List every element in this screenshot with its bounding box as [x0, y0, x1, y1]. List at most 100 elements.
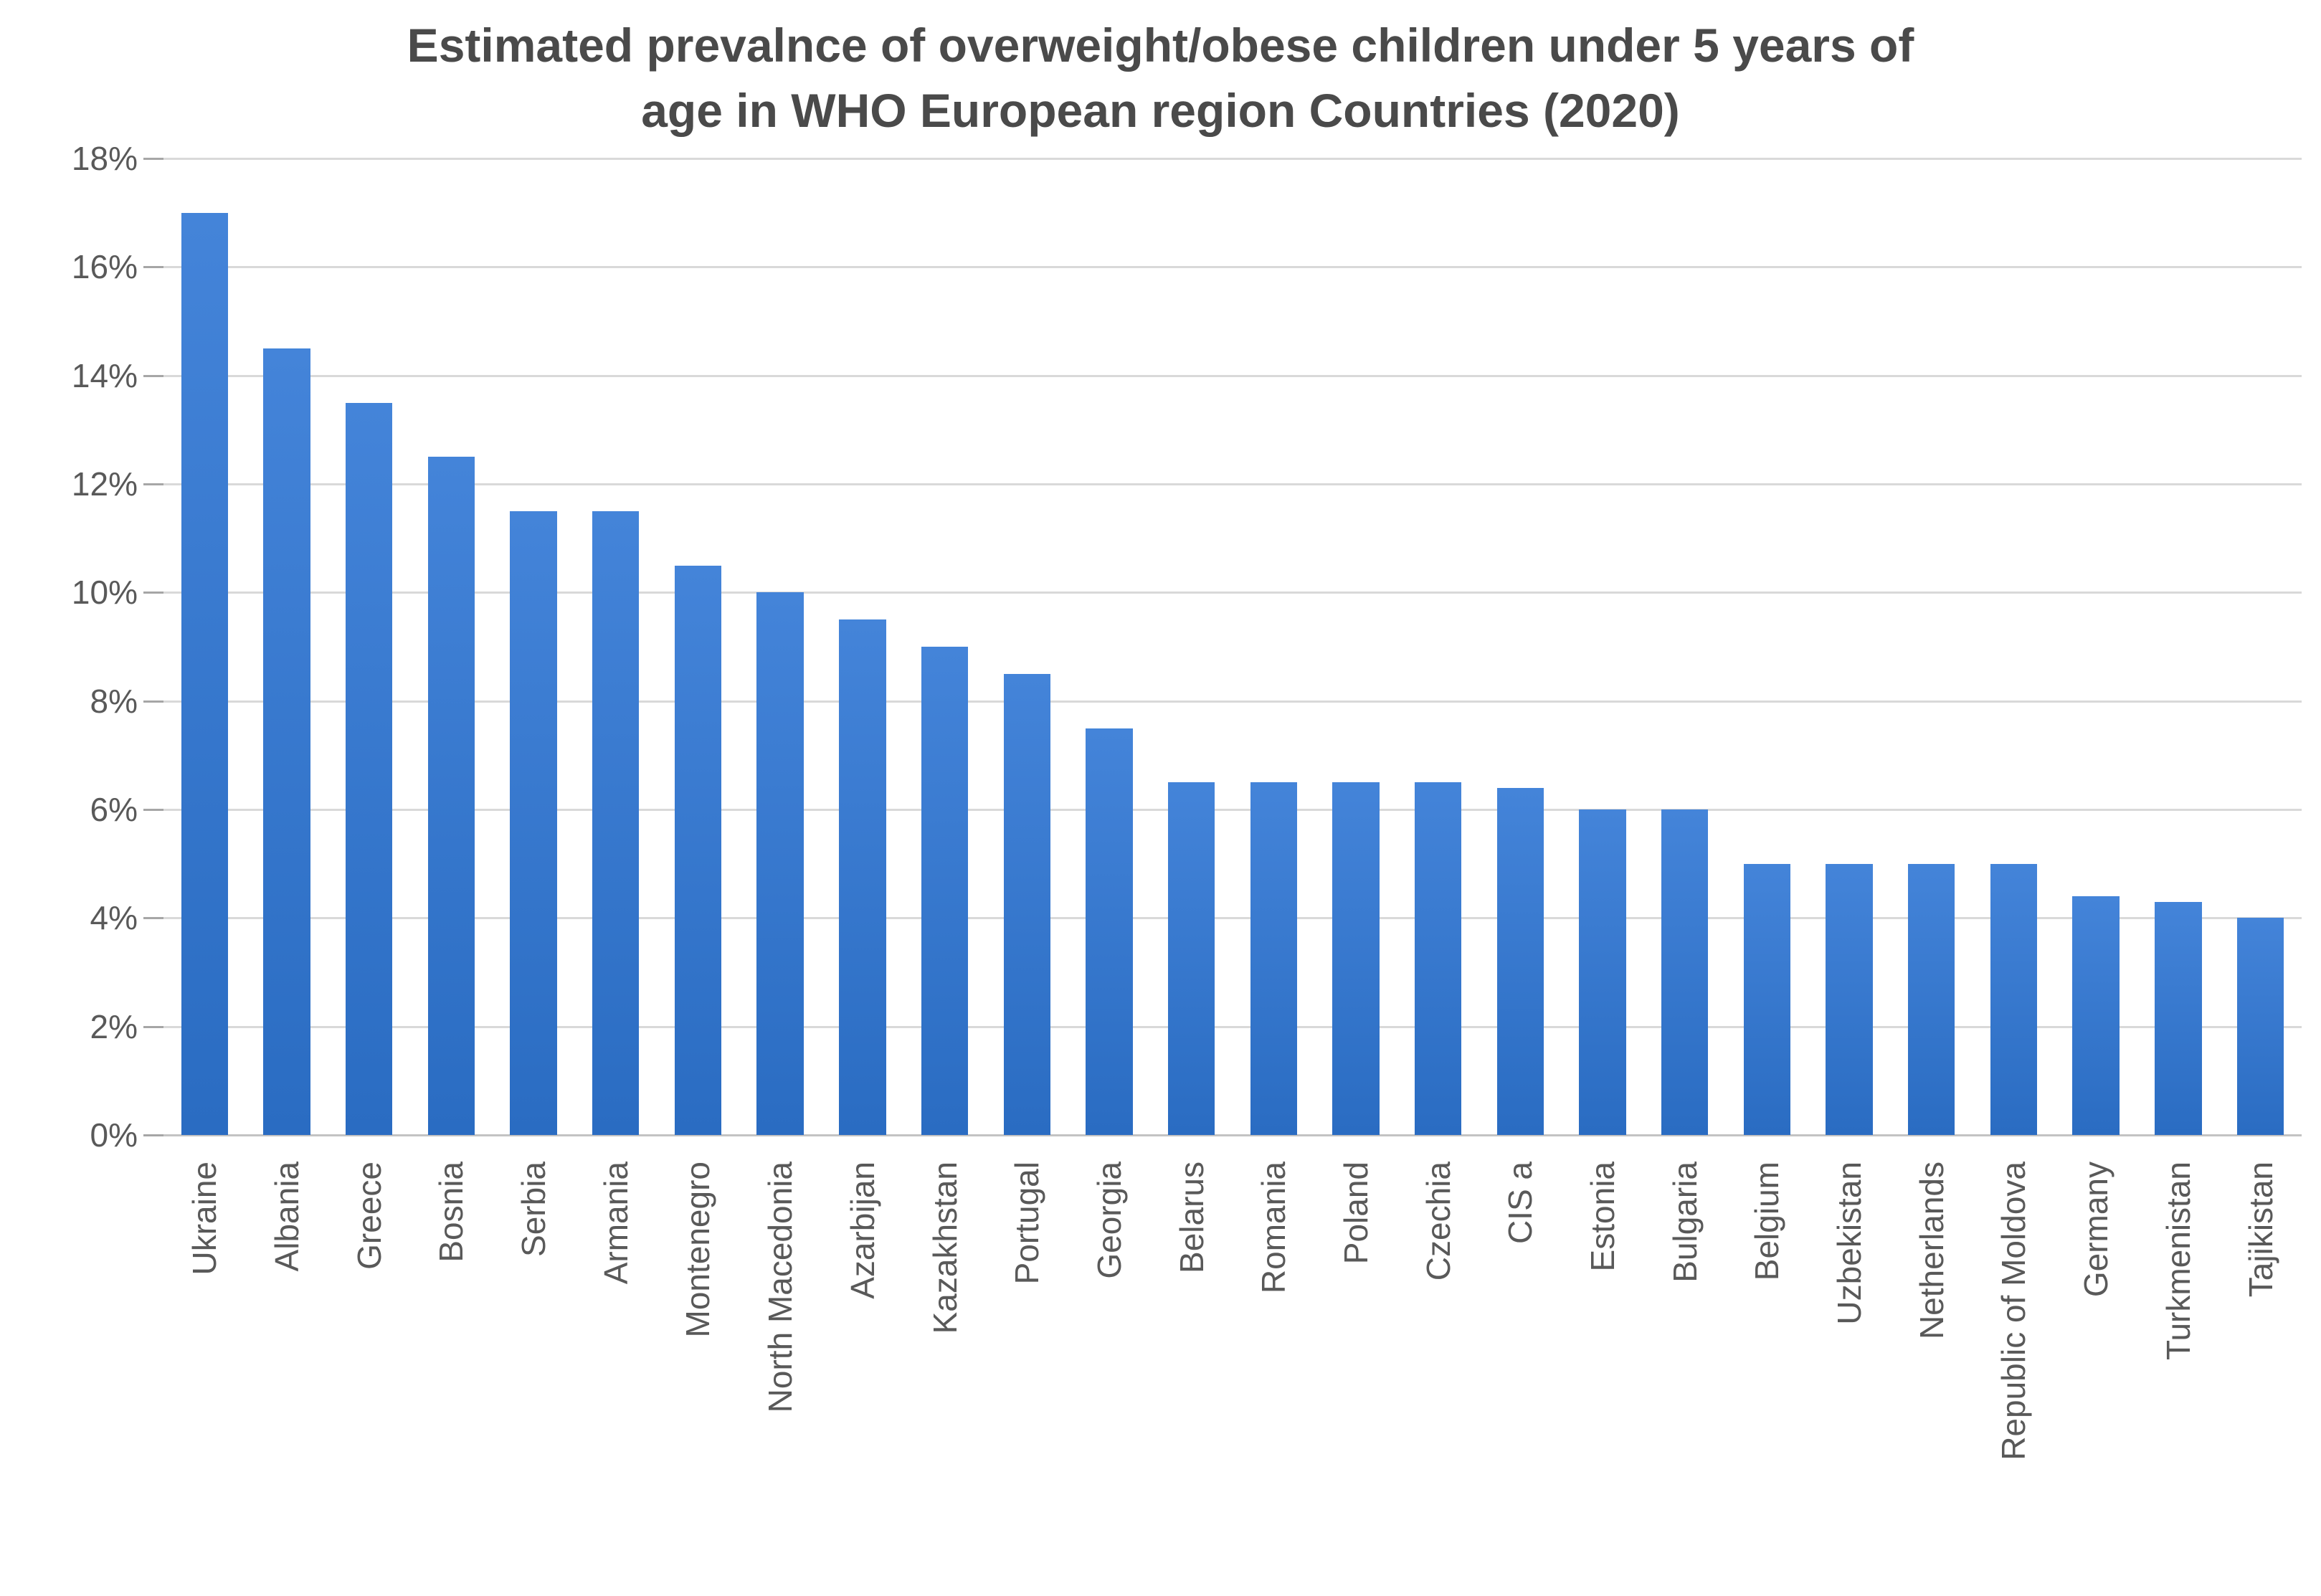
- x-tick-label: Tajikistan: [2241, 1162, 2279, 1298]
- bar-portugal: [1003, 673, 1050, 1135]
- bar-uzbekistan: [1826, 863, 1873, 1135]
- x-label-cell: Montenegro: [657, 1162, 739, 1592]
- chart-title-line1: Estimated prevalnce of overweight/obese …: [407, 19, 1914, 72]
- x-tick-label: Netherlands: [1912, 1162, 1950, 1340]
- x-tick-label: Georgia: [1090, 1162, 1128, 1279]
- x-tick-label: CIS a: [1501, 1162, 1539, 1245]
- x-label-cell: Romania: [1233, 1162, 1315, 1592]
- bar-greece: [346, 402, 393, 1135]
- x-label-cell: Ukraine: [163, 1162, 246, 1592]
- bar-republic-of-moldova: [1990, 863, 2038, 1135]
- bar-bosnia: [427, 457, 475, 1135]
- x-tick-label: Republic of Moldova: [1995, 1162, 2033, 1460]
- x-tick-label: North Macedonia: [761, 1162, 799, 1413]
- bar-cell: [493, 158, 575, 1135]
- y-tick-mark: [143, 1134, 163, 1136]
- bar-cell: [986, 158, 1068, 1135]
- y-tick-label: 18%: [71, 140, 138, 177]
- bar-cell: [1808, 158, 1891, 1135]
- bar-cell: [1068, 158, 1151, 1135]
- bar-series: [163, 158, 2302, 1135]
- bar-cell: [2055, 158, 2137, 1135]
- bar-north-macedonia: [756, 592, 804, 1135]
- x-tick-label: Azarbijan: [843, 1162, 881, 1299]
- x-tick-label: Greece: [350, 1162, 388, 1270]
- chart-title-line2: age in WHO European region Countries (20…: [641, 84, 1680, 138]
- x-label-cell: Bosnia: [410, 1162, 493, 1592]
- x-label-cell: Germany: [2055, 1162, 2137, 1592]
- y-tick-mark: [143, 917, 163, 920]
- y-tick-mark: [143, 700, 163, 703]
- bar-ukraine: [181, 212, 229, 1135]
- x-tick-label: Kazakhstan: [926, 1162, 964, 1334]
- bar-cell: [574, 158, 657, 1135]
- bar-bulgaria: [1661, 809, 1709, 1135]
- y-tick-mark: [143, 809, 163, 811]
- bar-cell: [1233, 158, 1315, 1135]
- gridline: [163, 158, 2302, 160]
- x-label-cell: Portugal: [986, 1162, 1068, 1592]
- y-tick-mark: [143, 266, 163, 269]
- x-label-cell: Albania: [246, 1162, 328, 1592]
- x-tick-label: Estonia: [1584, 1162, 1622, 1272]
- bar-poland: [1332, 782, 1380, 1135]
- gridline: [163, 809, 2302, 811]
- gridline: [163, 1025, 2302, 1028]
- y-tick-mark: [143, 1025, 163, 1028]
- x-label-cell: Belarus: [1150, 1162, 1233, 1592]
- chart-title: Estimated prevalnce of overweight/obese …: [0, 13, 2321, 143]
- x-tick-label: Poland: [1337, 1162, 1375, 1265]
- bar-cell: [739, 158, 822, 1135]
- plot-area: [163, 158, 2302, 1136]
- bar-armania: [592, 510, 640, 1135]
- bar-cell: [1397, 158, 1479, 1135]
- x-label-cell: Turkmenistan: [2137, 1162, 2220, 1592]
- x-label-cell: Armania: [574, 1162, 657, 1592]
- x-label-cell: Bulgaria: [1643, 1162, 1726, 1592]
- bar-cell: [1890, 158, 1973, 1135]
- y-tick-label: 0%: [90, 1116, 138, 1154]
- x-label-cell: Uzbekistan: [1808, 1162, 1891, 1592]
- x-tick-label: Belarus: [1172, 1162, 1210, 1273]
- bar-cell: [1562, 158, 1644, 1135]
- x-tick-label: Bosnia: [432, 1162, 470, 1263]
- x-label-cell: Georgia: [1068, 1162, 1151, 1592]
- x-tick-label: Serbia: [515, 1162, 553, 1257]
- y-tick-label: 8%: [90, 682, 138, 720]
- bar-cell: [822, 158, 904, 1135]
- bar-cell: [410, 158, 493, 1135]
- bar-cell: [328, 158, 410, 1135]
- x-label-cell: Czechia: [1397, 1162, 1479, 1592]
- x-label-cell: Estonia: [1562, 1162, 1644, 1592]
- bar-cell: [1643, 158, 1726, 1135]
- gridline: [163, 592, 2302, 594]
- bar-cell: [163, 158, 246, 1135]
- y-tick-label: 16%: [71, 248, 138, 286]
- bar-cell: [1973, 158, 2055, 1135]
- y-tick-label: 6%: [90, 791, 138, 828]
- y-tick-mark: [143, 483, 163, 485]
- gridline: [163, 266, 2302, 269]
- x-tick-label: Belgium: [1748, 1162, 1786, 1281]
- bar-cell: [903, 158, 986, 1135]
- x-label-cell: Republic of Moldova: [1973, 1162, 2055, 1592]
- bar-georgia: [1086, 728, 1133, 1135]
- bar-belgium: [1743, 863, 1791, 1135]
- x-axis-labels: Ukraine Albania Greece Bosnia Serbia Armania M…: [163, 1162, 2302, 1592]
- x-label-cell: Serbia: [493, 1162, 575, 1592]
- y-tick-mark: [143, 158, 163, 160]
- y-tick-label: 10%: [71, 574, 138, 612]
- gridline: [163, 374, 2302, 377]
- gridline: [163, 483, 2302, 485]
- bar-romania: [1250, 782, 1297, 1135]
- bar-estonia: [1579, 809, 1626, 1135]
- bar-albania: [263, 348, 310, 1135]
- y-tick-label: 4%: [90, 899, 138, 937]
- bar-cell: [657, 158, 739, 1135]
- bar-cell: [2137, 158, 2220, 1135]
- x-label-cell: Azarbijan: [822, 1162, 904, 1592]
- y-tick-label: 2%: [90, 1007, 138, 1045]
- x-label-cell: Greece: [328, 1162, 410, 1592]
- bar-cell: [1479, 158, 1562, 1135]
